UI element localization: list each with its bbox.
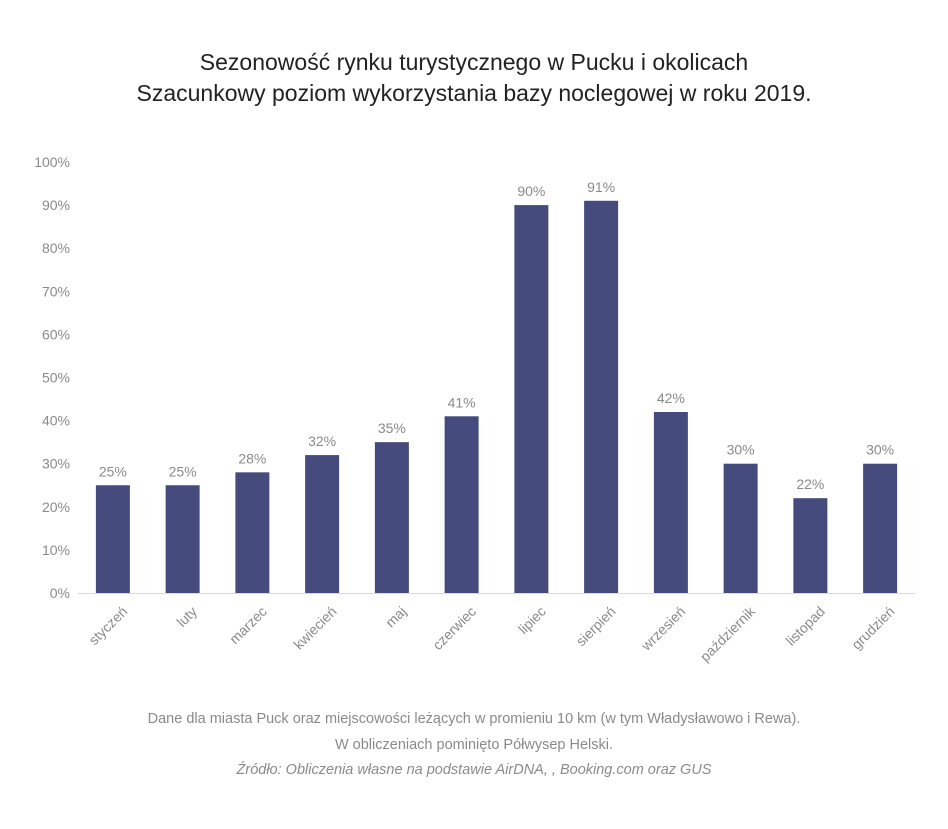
y-tick-label: 50%	[42, 370, 70, 386]
category-label: lipiec	[515, 603, 549, 637]
category-label: styczeń	[85, 603, 130, 648]
y-tick-label: 20%	[42, 499, 70, 515]
category-label: luty	[173, 603, 200, 630]
data-label: 41%	[448, 394, 476, 410]
bar	[584, 200, 619, 594]
bar	[444, 416, 479, 593]
y-tick-label: 90%	[42, 197, 70, 213]
data-label: 30%	[727, 442, 755, 458]
data-label: 35%	[378, 420, 406, 436]
data-label: 25%	[169, 463, 197, 479]
y-tick-label: 80%	[42, 240, 70, 256]
data-label: 28%	[238, 450, 266, 466]
data-label: 30%	[866, 442, 894, 458]
footnote-area-note: Dane dla miasta Puck oraz miejscowości l…	[147, 711, 801, 727]
footnote-source: Źródło: Obliczenia własne na podstawie A…	[236, 762, 712, 778]
category-label: czerwiec	[429, 603, 479, 653]
data-label: 91%	[587, 179, 615, 195]
category-label: październik	[697, 602, 759, 664]
data-label: 22%	[796, 476, 824, 492]
bar	[95, 485, 130, 593]
y-tick-label: 40%	[42, 413, 70, 429]
y-tick-label: 0%	[50, 585, 70, 601]
bar	[235, 472, 270, 593]
category-label: kwiecień	[290, 603, 339, 652]
data-label: 25%	[99, 463, 127, 479]
bar	[514, 205, 549, 593]
category-label: grudzień	[848, 603, 897, 652]
category-label: listopad	[782, 603, 827, 648]
data-label: 90%	[517, 183, 545, 199]
category-label: marzec	[226, 603, 270, 647]
footnote-exclusion-note: W obliczeniach pominięto Półwysep Helski…	[334, 737, 614, 753]
y-tick-label: 30%	[42, 456, 70, 472]
bar	[723, 463, 758, 593]
category-label: maj	[382, 603, 409, 630]
chart-title: Sezonowość rynku turystycznego w Pucku i…	[199, 49, 749, 75]
y-tick-label: 70%	[42, 283, 70, 299]
y-tick-label: 60%	[42, 326, 70, 342]
bar	[653, 411, 688, 593]
chart-subtitle: Szacunkowy poziom wykorzystania bazy noc…	[136, 80, 812, 106]
bar	[793, 498, 828, 593]
bar	[374, 442, 409, 593]
data-label: 32%	[308, 433, 336, 449]
category-label: sierpień	[573, 603, 619, 649]
y-tick-label: 100%	[34, 154, 70, 170]
bar	[305, 455, 340, 593]
data-label: 42%	[657, 390, 685, 406]
bar	[165, 485, 200, 593]
y-tick-label: 10%	[42, 542, 70, 558]
category-label: wrzesień	[637, 603, 688, 654]
bar	[863, 463, 898, 593]
